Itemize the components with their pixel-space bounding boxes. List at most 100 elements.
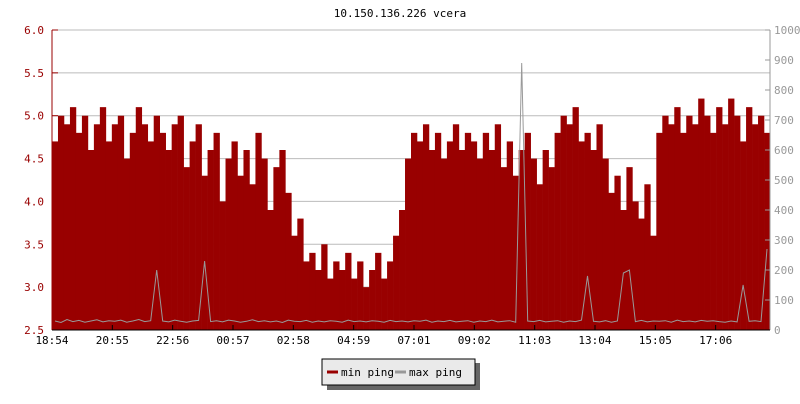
x-tick-label: 22:56 (156, 334, 189, 347)
x-tick-label: 09:02 (458, 334, 491, 347)
min-ping-bar (476, 158, 484, 330)
min-ping-bar (608, 192, 615, 330)
min-ping-bars (52, 98, 771, 331)
min-ping-bar (123, 158, 131, 330)
min-ping-bar (249, 184, 256, 330)
min-ping-bar (512, 175, 519, 330)
y-left-tick-label: 2.5 (24, 324, 44, 337)
min-ping-bar (309, 252, 316, 330)
x-tick-label: 04:59 (337, 334, 370, 347)
min-ping-bar (297, 218, 304, 330)
y-left-tick-label: 6.0 (24, 24, 44, 37)
min-ping-bar (668, 124, 675, 331)
min-ping-bar (135, 107, 143, 331)
min-ping-bar (279, 150, 286, 330)
min-ping-bar (159, 132, 166, 330)
min-ping-bar (387, 261, 394, 330)
min-ping-bar (153, 115, 160, 330)
min-ping-bar (261, 158, 268, 330)
min-ping-bar (758, 115, 765, 330)
min-ping-bar (716, 107, 723, 331)
y-right-tick-label: 400 (774, 204, 794, 217)
min-ping-bar (650, 235, 657, 330)
min-ping-bar (165, 150, 172, 330)
y-left-tick-label: 4.5 (24, 153, 44, 166)
min-ping-bar (440, 158, 448, 330)
min-ping-bar (698, 98, 705, 330)
min-ping-bar (626, 167, 633, 330)
min-ping-bar (405, 158, 412, 330)
min-ping-bar (57, 115, 65, 330)
y-right-tick-label: 100 (774, 294, 794, 307)
min-ping-bar (207, 150, 214, 330)
min-ping-bar (740, 141, 747, 330)
min-ping-bar (99, 107, 107, 331)
x-tick-label: 11:03 (518, 334, 551, 347)
y-left-tick-label: 5.0 (24, 110, 44, 123)
min-ping-bar (399, 210, 406, 330)
min-ping-bar (578, 141, 585, 330)
min-ping-bar (105, 141, 113, 330)
min-ping-bar (596, 124, 603, 331)
min-ping-bar (225, 158, 232, 330)
min-ping-bar (638, 218, 645, 330)
min-ping-bar (381, 278, 388, 330)
x-tick-label: 02:58 (277, 334, 310, 347)
min-ping-bar (213, 132, 220, 330)
min-ping-bar (470, 141, 478, 330)
min-ping-bar (494, 124, 502, 331)
min-ping-bar (554, 132, 561, 330)
min-ping-bar (291, 235, 298, 330)
y-right-tick-label: 700 (774, 114, 794, 127)
legend: min ping max ping (321, 358, 480, 390)
x-tick-label: 07:01 (397, 334, 430, 347)
min-ping-bar (548, 167, 555, 330)
min-ping-bar (620, 210, 627, 330)
min-ping-bar (734, 115, 741, 330)
min-ping-bar (267, 210, 274, 330)
min-ping-bar (147, 141, 155, 330)
min-ping-bar (680, 132, 687, 330)
x-tick-label: 15:05 (639, 334, 672, 347)
min-ping-bar (333, 261, 340, 330)
y-right-tick-label: 600 (774, 144, 794, 157)
min-ping-bar (662, 115, 669, 330)
min-ping-bar (201, 175, 208, 330)
min-ping-bar (93, 124, 101, 331)
x-tick-label: 20:55 (96, 334, 129, 347)
y-right-tick-label: 300 (774, 234, 794, 247)
y-right-tick-label: 0 (774, 324, 781, 337)
min-ping-bar (722, 124, 729, 331)
min-ping-bar (590, 150, 597, 330)
min-ping-bar (482, 132, 490, 330)
min-ping-bar (351, 278, 358, 330)
min-ping-bar (518, 150, 525, 330)
axes: 2.5 3.0 3.5 4.0 4.5 5.0 5.5 6.0 0 100 200 300 400 500… (24, 24, 800, 347)
min-ping-bar (644, 184, 651, 330)
min-ping-bar (632, 201, 639, 330)
min-ping-bar (303, 261, 310, 330)
min-ping-bar (566, 124, 573, 331)
min-ping-bar (243, 150, 250, 330)
min-ping-bar (464, 132, 472, 330)
min-ping-bar (428, 150, 436, 330)
min-ping-bar (339, 270, 346, 330)
y-left-tick-label: 3.0 (24, 281, 44, 294)
y-left-tick-label: 5.5 (24, 67, 44, 80)
min-ping-bar (237, 175, 244, 330)
legend-max-ping: max ping (409, 366, 462, 379)
min-ping-bar (183, 167, 190, 330)
min-ping-bar (764, 132, 771, 330)
min-ping-bar (416, 141, 424, 330)
min-ping-bar (411, 132, 418, 330)
min-ping-bar (530, 158, 537, 330)
min-ping-bar (81, 115, 89, 330)
min-ping-bar (117, 115, 125, 330)
min-ping-bar (536, 184, 543, 330)
min-ping-bar (584, 132, 591, 330)
min-ping-bar (728, 98, 735, 330)
min-ping-bar (602, 158, 609, 330)
min-ping-bar (369, 270, 376, 330)
y-left-tick-label: 4.0 (24, 195, 44, 208)
min-ping-bar (52, 141, 59, 330)
